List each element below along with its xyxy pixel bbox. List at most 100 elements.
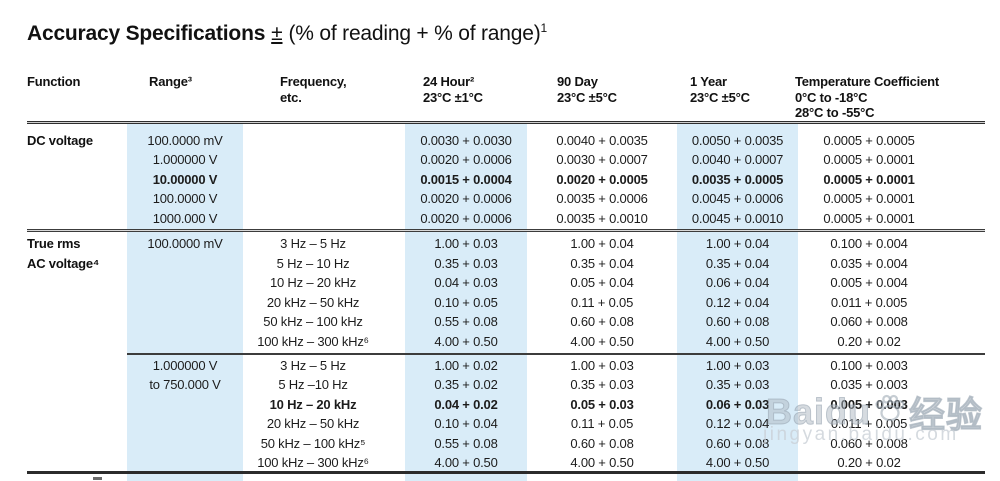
highlight-band-24hour <box>405 124 527 481</box>
cell-c1y: 0.0045 + 0.0006 <box>691 191 784 206</box>
header-line: 23°C ±1°C <box>423 89 483 105</box>
cell-c90: 0.0020 + 0.0005 <box>556 171 648 187</box>
section-ac-voltage-100mv: True rms 100.0000 mV 3 Hz – 5 Hz 1.00 + 0.0… <box>0 234 1000 351</box>
title-bold: Accuracy Specifications <box>27 22 266 45</box>
header-line: Range³ <box>149 74 192 89</box>
table-row: DC voltage 100.0000 mV 0.0030 + 0.0030 0.00… <box>0 131 1000 151</box>
cell-c1y: 0.35 + 0.03 <box>705 377 770 392</box>
header-line: 23°C ±5°C <box>690 89 750 105</box>
cell-c24: 0.0020 + 0.0006 <box>420 210 512 226</box>
cell-c90: 0.0030 + 0.0007 <box>556 152 648 167</box>
cell-freq: 100 kHz – 300 kHz⁶ <box>257 455 369 470</box>
header-line: 1 Year <box>690 74 727 89</box>
cell-c24: 0.35 + 0.02 <box>434 377 498 392</box>
cell-ctc: 0.060 + 0.008 <box>830 435 908 451</box>
highlight-band-1year <box>677 124 798 481</box>
cell-c90: 0.05 + 0.03 <box>570 396 634 412</box>
cell-freq: 3 Hz – 5 Hz <box>280 357 346 373</box>
title-rest: (% of reading + % of range) <box>288 22 541 45</box>
cell-range: 1000.000 V <box>152 210 218 226</box>
cell-c1y: 0.12 + 0.04 <box>705 294 770 310</box>
table-row: 10 Hz – 20 kHz 0.04 + 0.03 0.05 + 0.04 0.06… <box>0 273 1000 293</box>
cell-c90: 0.35 + 0.03 <box>570 377 634 392</box>
cell-freq: 10 Hz – 20 kHz <box>269 275 357 290</box>
cell-freq: 50 kHz – 100 kHz <box>263 314 363 329</box>
cell-ctc: 0.20 + 0.02 <box>837 455 901 470</box>
cell-c1y: 1.00 + 0.04 <box>705 236 770 251</box>
cell-c24: 1.00 + 0.02 <box>434 357 498 373</box>
section-ac-voltage-1v-750v: 1.000000 V 3 Hz – 5 Hz 1.00 + 0.02 1.00 + 0… <box>0 356 1000 473</box>
cell-ctc: 0.0005 + 0.0001 <box>823 171 915 187</box>
cell-c1y: 0.06 + 0.03 <box>705 396 770 412</box>
cell-c1y: 0.0050 + 0.0035 <box>691 132 784 148</box>
cell-c1y: 0.0045 + 0.0010 <box>691 210 784 226</box>
cell-c24: 0.0020 + 0.0006 <box>420 152 512 167</box>
header-line: Frequency, <box>280 74 347 89</box>
cell-ctc: 0.005 + 0.004 <box>830 275 908 290</box>
cell-ctc: 0.005 + 0.003 <box>830 396 908 412</box>
cell-c1y: 0.0035 + 0.0005 <box>691 171 784 187</box>
cell-c24: 0.35 + 0.03 <box>434 255 498 271</box>
col-header-range: Range³ <box>149 74 192 90</box>
cell-c1y: 0.06 + 0.04 <box>705 275 770 290</box>
cell-freq: 20 kHz – 50 kHz <box>266 294 360 310</box>
table-row: True rms 100.0000 mV 3 Hz – 5 Hz 1.00 + 0.0… <box>0 234 1000 254</box>
cell-func: True rms <box>27 236 81 251</box>
group-divider-rule <box>127 353 985 355</box>
cell-range: 1.000000 V <box>152 152 218 167</box>
cell-c90: 0.05 + 0.04 <box>570 275 634 290</box>
cell-c90: 0.35 + 0.04 <box>570 255 634 271</box>
cell-c90: 0.60 + 0.08 <box>570 435 634 451</box>
cell-c24: 0.55 + 0.08 <box>434 435 498 451</box>
cell-c90: 0.0040 + 0.0035 <box>556 132 648 148</box>
cell-c24: 0.55 + 0.08 <box>434 314 498 329</box>
cell-c90: 4.00 + 0.50 <box>570 455 634 470</box>
cell-ctc: 0.0005 + 0.0005 <box>823 132 915 148</box>
header-line: 90 Day <box>557 74 598 89</box>
cell-ctc: 0.0005 + 0.0001 <box>823 210 915 226</box>
header-line: Function <box>27 74 81 89</box>
table-row: 100.0000 V 0.0020 + 0.0006 0.0035 + 0.0006… <box>0 189 1000 209</box>
cell-ctc: 0.011 + 0.005 <box>830 416 908 431</box>
cell-c24: 0.04 + 0.03 <box>434 275 498 290</box>
cell-freq: 50 kHz – 100 kHz⁵ <box>260 435 366 451</box>
table-row: 50 kHz – 100 kHz⁵ 0.55 + 0.08 0.60 + 0.08 0… <box>0 434 1000 454</box>
cell-c90: 0.11 + 0.05 <box>570 416 634 431</box>
cut-off-next-row-fragment <box>93 477 102 480</box>
cell-ctc: 0.0005 + 0.0001 <box>823 191 915 206</box>
cell-c1y: 0.60 + 0.08 <box>705 435 770 451</box>
col-header-frequency: Frequency, etc. <box>280 74 347 105</box>
cell-freq: 3 Hz – 5 Hz <box>280 236 346 251</box>
table-row: 1000.000 V 0.0020 + 0.0006 0.0035 + 0.0010… <box>0 209 1000 229</box>
cell-freq: 5 Hz –10 Hz <box>278 377 348 392</box>
header-line: etc. <box>280 89 302 105</box>
cell-ctc: 0.0005 + 0.0001 <box>823 152 915 167</box>
cell-freq: 5 Hz – 10 Hz <box>276 255 350 271</box>
cell-c24: 0.0030 + 0.0030 <box>420 132 512 148</box>
col-header-tempco: Temperature Coefficient 0°C to -18°C 28°C … <box>795 74 939 121</box>
header-line: 28°C to -55°C <box>795 105 875 120</box>
header-line: 24 Hour² <box>423 74 475 89</box>
cell-c24: 0.04 + 0.02 <box>434 396 498 412</box>
cell-ctc: 0.035 + 0.003 <box>830 377 908 392</box>
title-footnote: 1 <box>540 21 548 35</box>
cell-range: 100.0000 mV <box>147 236 223 251</box>
cell-c24: 0.0020 + 0.0006 <box>420 191 512 206</box>
table-row: 10.00000 V 0.0015 + 0.0004 0.0020 + 0.0005… <box>0 170 1000 190</box>
table-row: to 750.000 V 5 Hz –10 Hz 0.35 + 0.02 0.35 +… <box>0 375 1000 395</box>
header-rule <box>27 121 985 124</box>
table-row: AC voltage⁴ 5 Hz – 10 Hz 0.35 + 0.03 0.35 +… <box>0 254 1000 274</box>
cell-range: 10.00000 V <box>152 171 218 187</box>
cell-ctc: 0.100 + 0.003 <box>830 357 908 373</box>
cell-c90: 4.00 + 0.50 <box>570 333 634 349</box>
cell-range: to 750.000 V <box>149 377 221 392</box>
cell-range: 1.000000 V <box>152 357 218 373</box>
cell-c24: 1.00 + 0.03 <box>434 236 498 251</box>
table-row: 10 Hz – 20 kHz 0.04 + 0.02 0.05 + 0.03 0.06… <box>0 395 1000 415</box>
table-row: 20 kHz – 50 kHz 0.10 + 0.05 0.11 + 0.05 0.1… <box>0 293 1000 313</box>
cell-c90: 1.00 + 0.03 <box>570 357 634 373</box>
header-line: 23°C ±5°C <box>557 89 617 105</box>
cell-range: 100.0000 mV <box>147 132 223 148</box>
section-dc-voltage: DC voltage 100.0000 mV 0.0030 + 0.0030 0.00… <box>0 131 1000 229</box>
